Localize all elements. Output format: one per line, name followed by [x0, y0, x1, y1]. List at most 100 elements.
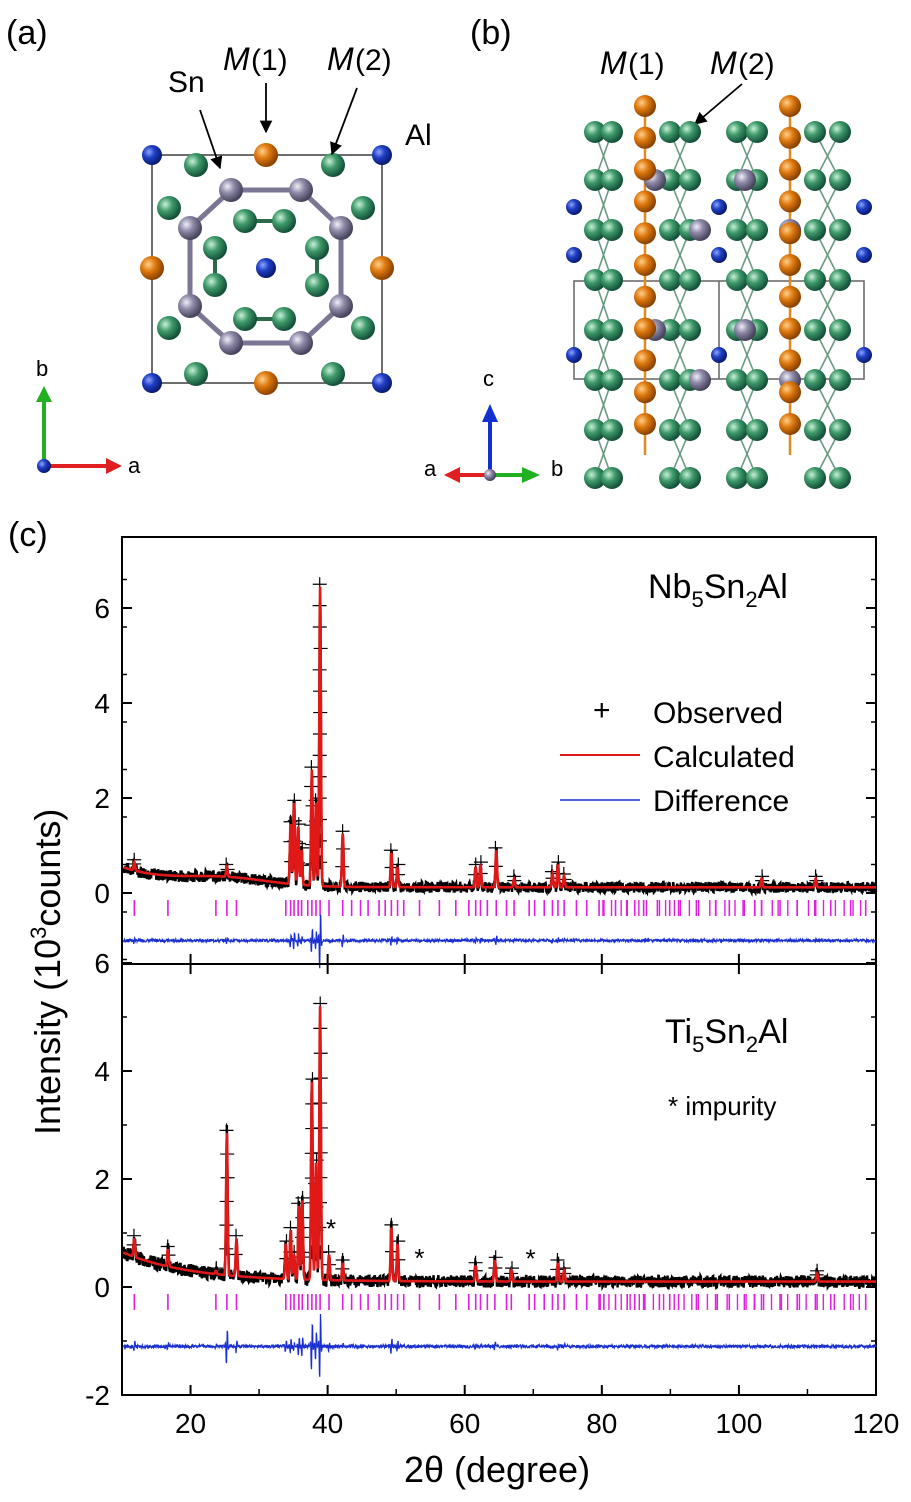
panel-a-axis-triad: b a: [36, 356, 141, 478]
m1-atom: [634, 349, 656, 372]
m2-atom: [804, 419, 826, 441]
panel-b-label: (b): [470, 14, 512, 52]
m2-atom: [351, 196, 375, 220]
x-tick-label: 100: [716, 1408, 763, 1439]
bottom-plot-ti5sn2al: -2 0 2 4 6 20 40 60 80 100 120 * * * Ti5Sn2Al * imp…: [85, 948, 899, 1439]
al-atom: [856, 247, 872, 263]
sn-atom: [289, 178, 313, 202]
x-tick-label: 20: [175, 1408, 206, 1439]
m2-atom: [601, 369, 623, 391]
m2-atom: [584, 219, 606, 241]
x-tick-label: 120: [853, 1408, 900, 1439]
x-axis-ticks: 20 40 60 80 100 120: [121, 954, 900, 1439]
sn-atom: [219, 331, 243, 355]
m1-atom: [779, 317, 801, 340]
legend-observed-label: Observed: [653, 697, 783, 730]
m2-atom: [601, 121, 623, 143]
bottom-plot-calculated-series: [122, 1006, 876, 1283]
bottom-plot-bragg-ticks: [133, 1294, 867, 1310]
m2-atom: [601, 169, 623, 191]
m2-atom: [233, 307, 257, 331]
m2-atom: [203, 273, 227, 297]
m2-atom: [272, 209, 296, 233]
m1-atom: [779, 413, 801, 435]
panel-a-axis-a-label: a: [128, 453, 141, 478]
panel-a-m1-letter: M: [223, 41, 250, 77]
m1-atom: [254, 143, 278, 167]
y-tick-label: 4: [94, 1056, 110, 1087]
m2-atom: [679, 419, 701, 441]
m1-atom: [370, 256, 394, 280]
bottom-plot-compound-label: Ti5Sn2Al: [665, 1013, 788, 1057]
m1-atom: [779, 254, 801, 276]
bottom-plot-observed-peak-markers: [126, 996, 825, 1282]
m2-atom: [305, 236, 329, 260]
panel-a-al-label: Al: [405, 119, 432, 152]
panel-b-crystal-side-view: (b) M (1) M (2) c a b: [424, 14, 872, 489]
m2-atom: [584, 319, 606, 341]
m2-atom: [203, 236, 227, 260]
m1-atom: [779, 222, 801, 245]
x-tick-label: 80: [586, 1408, 617, 1439]
y-axis-label-sup: 3: [26, 927, 51, 939]
y-axis-label: Intensity (103counts): [26, 809, 68, 1135]
panel-b-axis-a-label: a: [424, 456, 437, 481]
top-plot-observed-series: [122, 602, 878, 897]
al-atom: [856, 347, 872, 363]
m1-atom: [634, 254, 656, 276]
m2-atom: [601, 269, 623, 291]
m1-atom: [779, 349, 801, 372]
m2-atom: [184, 362, 208, 386]
sn-atom: [329, 294, 353, 318]
panel-c-label: (c): [8, 516, 48, 554]
m2-atom: [157, 316, 181, 340]
m2-atom: [829, 121, 851, 143]
y-tick-label: 4: [94, 688, 110, 719]
panel-a-label: (a): [6, 14, 48, 52]
m1-atom: [779, 381, 801, 404]
top-plot-y-ticks: 0 2 4 6: [94, 578, 876, 961]
m2-atom: [584, 467, 606, 489]
m2-atom: [601, 319, 623, 341]
m1-atom: [634, 222, 656, 245]
m2-atom: [351, 316, 375, 340]
sn-atom: [689, 219, 711, 241]
m1-atom: [254, 371, 278, 395]
m2-atom: [584, 169, 606, 191]
m2-atom: [584, 419, 606, 441]
m2-atom: [726, 369, 748, 391]
x-tick-label: 40: [312, 1408, 343, 1439]
m1-atom: [634, 158, 656, 181]
m1-atom: [634, 413, 656, 435]
panel-a-m2-arrow: [330, 87, 358, 156]
top-plot-nb5sn2al: 0 2 4 6 Nb5Sn2Al + Observed Calculated Diff…: [94, 536, 878, 969]
m2-atom: [679, 467, 701, 489]
m2-atom: [746, 219, 768, 241]
m2-atom: [804, 219, 826, 241]
m1-atom: [140, 256, 164, 280]
impurity-marker: *: [525, 1244, 535, 1274]
bottom-plot-difference-series: [123, 1313, 877, 1377]
x-axis-label: 2θ (degree): [404, 1449, 590, 1490]
top-plot-calculated-series: [122, 586, 876, 889]
al-atom: [566, 347, 582, 363]
panel-b-m1-letter: M: [600, 45, 627, 81]
m1-atom: [634, 126, 656, 149]
m2-atom: [584, 121, 606, 143]
m2-atom: [829, 269, 851, 291]
m2-atom: [305, 273, 329, 297]
m1-atom: [634, 95, 656, 117]
al-atom: [711, 199, 727, 215]
m2-atom: [659, 467, 681, 489]
m2-atom: [829, 467, 851, 489]
panel-b-axis-triad: c a b: [424, 366, 563, 483]
panel-c-xrd-refinement: (c) Intensity (103counts) 0 2 4 6 Nb5Sn2Al …: [8, 516, 899, 1490]
al-atom: [142, 373, 162, 393]
m2-atom: [829, 319, 851, 341]
al-atom: [372, 145, 392, 165]
y-tick-label: 6: [94, 948, 110, 979]
m2-atom: [601, 219, 623, 241]
y-tick-label: 0: [94, 878, 110, 909]
m2-atom: [321, 153, 345, 177]
